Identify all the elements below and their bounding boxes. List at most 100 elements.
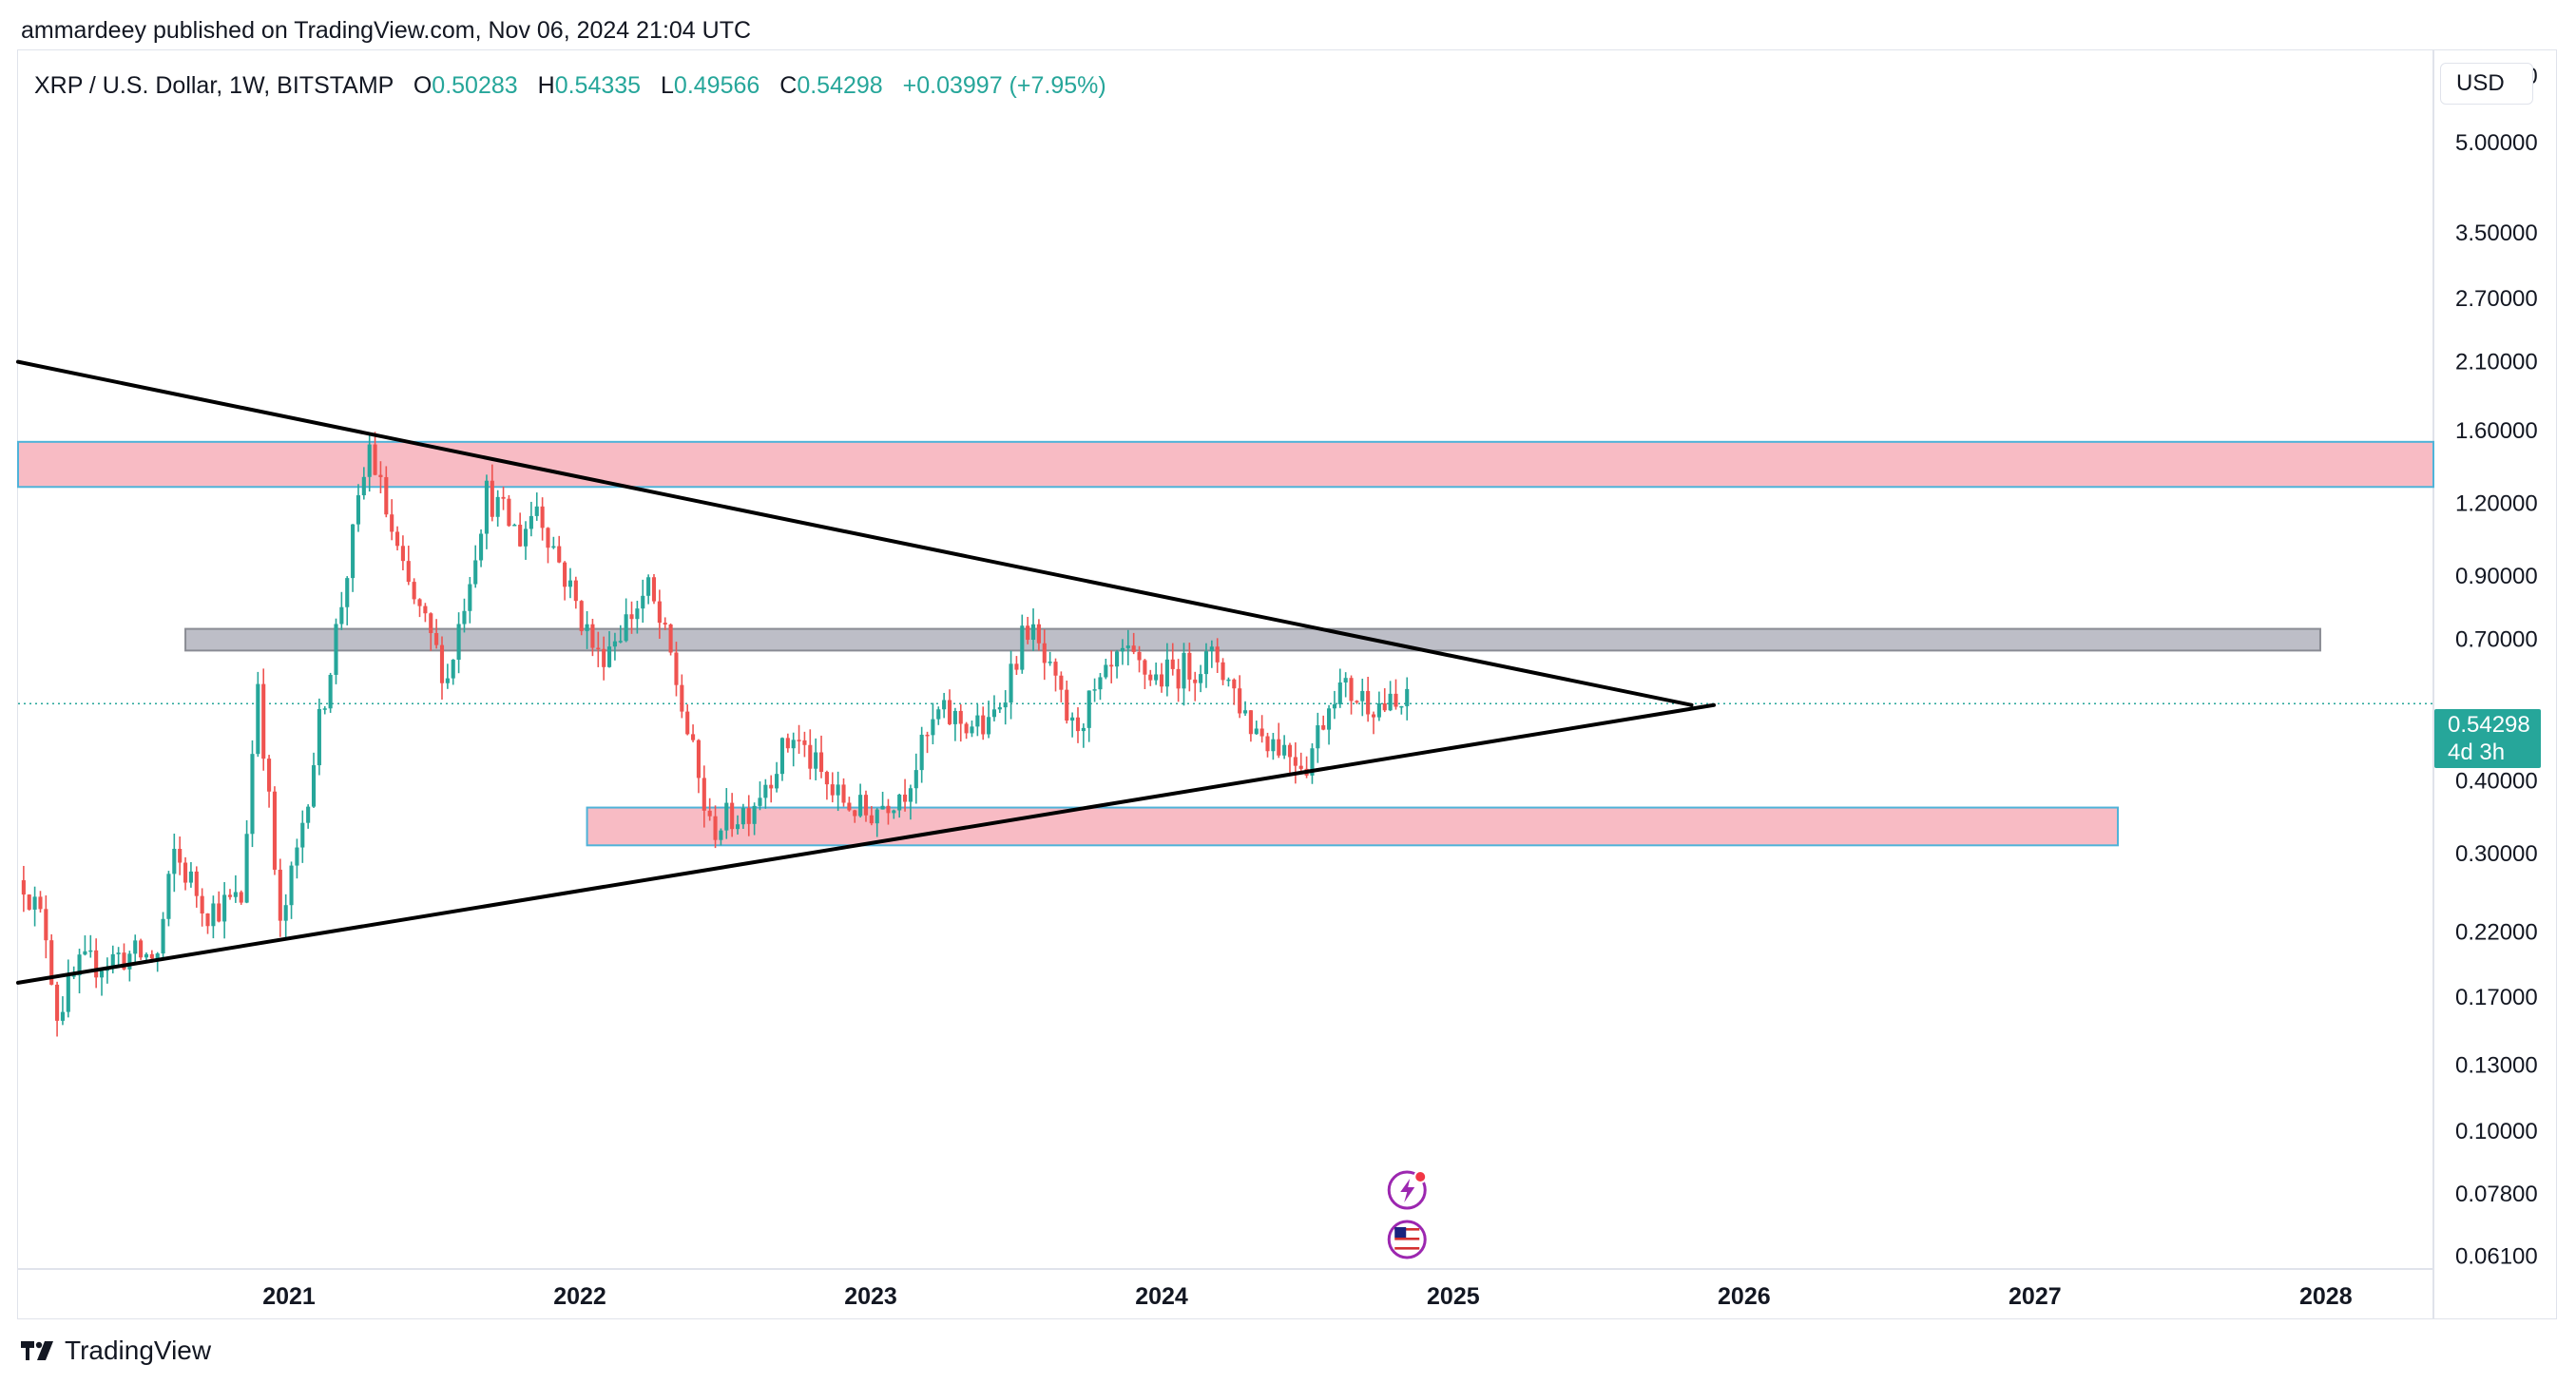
candle-body: [1388, 693, 1393, 711]
currency-button[interactable]: USD: [2440, 63, 2533, 105]
candle-body: [824, 772, 829, 785]
candle-body: [1131, 645, 1136, 652]
candle-body: [227, 894, 233, 897]
candle-body: [417, 599, 422, 606]
candle-body: [557, 546, 562, 563]
legend-high-value: 0.54335: [554, 72, 642, 99]
trendlines: [16, 359, 1716, 985]
candle-body: [110, 953, 115, 967]
candle-body: [629, 614, 634, 620]
candle-body: [1327, 708, 1332, 730]
candle-body: [892, 810, 896, 814]
candle-body: [88, 950, 93, 952]
candle-body: [797, 740, 801, 741]
candle-body: [1036, 624, 1041, 644]
candle-body: [573, 580, 578, 602]
candle-body: [847, 802, 852, 811]
candle-body: [1376, 702, 1381, 718]
candle-body: [1154, 674, 1159, 681]
candle-body: [317, 708, 321, 766]
candle-body: [1277, 739, 1281, 756]
time-tick-label: 2028: [2299, 1283, 2353, 1310]
legend-close-label: C: [779, 72, 798, 99]
price-tick-label: 1.60000: [2455, 418, 2538, 444]
event-markers[interactable]: [1387, 1170, 1428, 1259]
candle-body: [1164, 659, 1169, 687]
price-tick-label: 0.06100: [2455, 1244, 2538, 1270]
lower-demand-zone: [586, 806, 2120, 847]
candle-body: [1070, 717, 1075, 721]
candle-body: [646, 577, 651, 596]
candle-body: [612, 641, 617, 647]
candle-body: [740, 808, 745, 825]
candle-body: [512, 524, 517, 527]
candle-body: [719, 830, 723, 840]
candle-body: [1092, 689, 1097, 691]
candle-body: [66, 975, 70, 1012]
candle-body: [501, 496, 506, 499]
candle-body: [378, 474, 383, 477]
last-price-tag: 0.54298 4d 3h: [2434, 709, 2541, 768]
price-tick-label: 2.70000: [2455, 286, 2538, 312]
candle-body: [1298, 765, 1303, 769]
candle-body: [462, 610, 467, 625]
candle-body: [841, 784, 846, 803]
candle-body: [149, 953, 154, 959]
candle-body: [814, 752, 818, 769]
candle-body: [1337, 682, 1342, 704]
candle-body: [624, 614, 628, 642]
candle-body: [785, 738, 790, 749]
candle-body: [1226, 679, 1231, 682]
candle-body: [99, 971, 105, 978]
candle-body: [1109, 664, 1114, 667]
legend-symbol[interactable]: XRP / U.S. Dollar, 1W, BITSTAMP: [34, 72, 394, 99]
candle-body: [434, 633, 439, 645]
candle-body: [300, 822, 305, 848]
candle-body: [1321, 725, 1326, 730]
candle-body: [77, 954, 82, 976]
candle-body: [987, 717, 991, 735]
candle-body: [1271, 739, 1276, 752]
candle-body: [952, 710, 957, 724]
price-tick-label: 0.17000: [2455, 985, 2538, 1010]
candle-body: [1075, 717, 1081, 732]
candle-body: [886, 805, 891, 814]
candle-body: [311, 765, 317, 807]
candle-body: [1086, 690, 1091, 728]
candle-body: [1405, 688, 1410, 706]
candle-body: [590, 624, 595, 648]
chart-grid: [18, 50, 2434, 1319]
candle-body: [490, 480, 494, 517]
candle-body: [1081, 727, 1086, 732]
candle-body: [328, 674, 333, 709]
candle-body: [869, 815, 874, 824]
candle-body: [267, 759, 272, 792]
candle-body: [1187, 652, 1192, 680]
time-tick-label: 2022: [553, 1283, 606, 1310]
candle-body: [217, 903, 221, 922]
candle-body: [663, 623, 667, 625]
time-tick-label: 2026: [1718, 1283, 1771, 1310]
candle-body: [1199, 674, 1203, 683]
candle-body: [1115, 651, 1120, 667]
candle-body: [406, 561, 411, 583]
candle-body: [144, 953, 149, 958]
candle-body: [239, 892, 243, 903]
candle-body: [451, 660, 455, 679]
price-axis[interactable]: 6.500005.000003.500002.700002.100001.600…: [2455, 64, 2538, 1269]
candle-body: [908, 788, 913, 802]
candle-body: [394, 531, 400, 547]
price-tick-label: 0.22000: [2455, 920, 2538, 946]
candle-body: [1137, 651, 1142, 661]
price-tick-label: 0.30000: [2455, 841, 2538, 867]
candle-body: [1248, 710, 1253, 735]
tradingview-brand[interactable]: TradingView: [21, 1335, 211, 1367]
candle-body: [27, 894, 31, 910]
candle-body: [651, 577, 657, 602]
time-axis[interactable]: 2021 2022 2023 2024 2025 2026 2027 2028: [262, 1283, 2353, 1310]
candle-body: [1026, 625, 1030, 641]
candle-body: [1176, 668, 1181, 689]
bar-countdown: 4d 3h: [2448, 740, 2506, 765]
candle-body: [975, 715, 980, 727]
